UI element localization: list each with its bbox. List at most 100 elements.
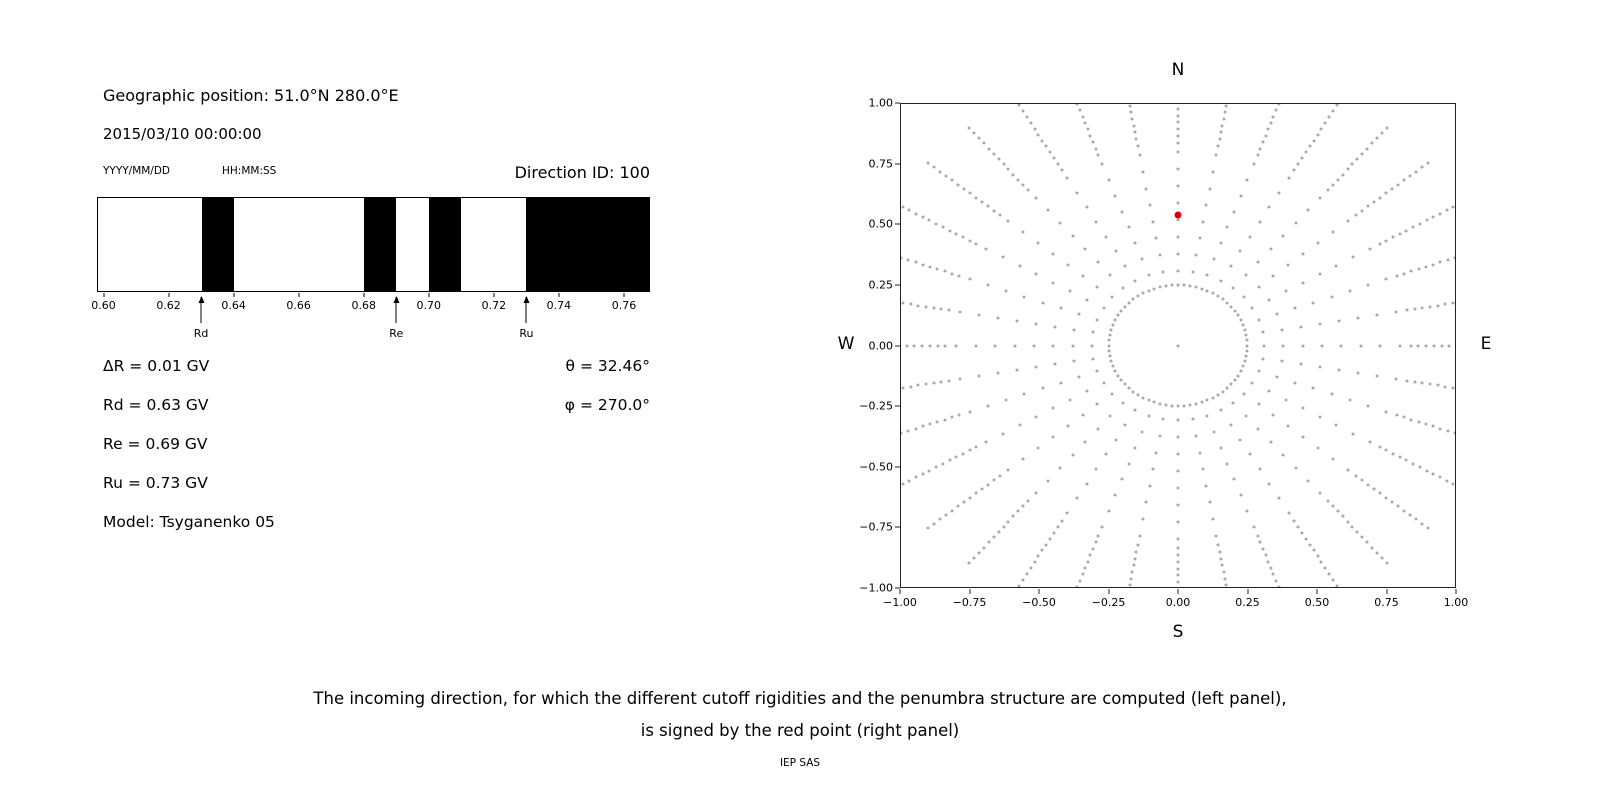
trajectory-dot — [1378, 344, 1382, 347]
trajectory-dot — [1113, 194, 1117, 198]
direction-x-axis-labels: −1.00 −0.75 −0.50 −0.25 0.00 0.25 0.50 0.75 1.00 — [883, 596, 1468, 610]
trajectory-dot — [1222, 117, 1226, 121]
trajectory-dot — [1267, 482, 1271, 486]
trajectory-dot — [1006, 219, 1010, 223]
trajectory-dot — [1409, 269, 1413, 273]
trajectory-dot — [1281, 234, 1285, 238]
trajectory-dot — [1095, 369, 1099, 373]
trajectory-dot — [1300, 156, 1304, 160]
trajectory-dot — [1058, 221, 1062, 225]
trajectory-dot — [1033, 560, 1036, 564]
trajectory-dot — [914, 212, 918, 216]
trajectory-dot — [1258, 220, 1262, 224]
direction-x-tick-mark — [899, 589, 901, 594]
trajectory-dot — [1286, 263, 1290, 267]
trajectory-dot — [1394, 377, 1398, 381]
trajectory-dot — [1398, 455, 1402, 459]
trajectory-dot — [1355, 157, 1359, 161]
penumbra-x-tick-label: 0.70 — [416, 299, 442, 312]
trajectory-dot — [1176, 134, 1180, 138]
trajectory-dot — [1081, 572, 1084, 576]
trajectory-dot — [1161, 270, 1165, 274]
trajectory-dot — [1231, 401, 1235, 405]
trajectory-dot — [924, 382, 928, 386]
trajectory-dot — [1224, 104, 1228, 108]
trajectory-dot — [1121, 286, 1125, 290]
trajectory-dot — [1233, 378, 1237, 382]
trajectory-dot — [1075, 496, 1079, 500]
trajectory-dot — [1085, 298, 1089, 302]
trajectory-dot — [1359, 344, 1363, 347]
trajectory-dot — [1102, 381, 1106, 385]
trajectory-dot — [1107, 344, 1111, 347]
trajectory-dot — [1223, 577, 1227, 581]
direction-y-tick-mark — [895, 223, 900, 225]
trajectory-dot — [1252, 162, 1256, 166]
trajectory-dot — [1438, 475, 1442, 479]
trajectory-dot — [1301, 435, 1305, 439]
trajectory-dot — [1316, 133, 1320, 137]
penumbra-x-tick-marks — [97, 293, 650, 297]
trajectory-dot — [1223, 110, 1227, 114]
trajectory-dot — [1021, 230, 1025, 234]
trajectory-dot — [1232, 210, 1236, 214]
trajectory-dot — [962, 187, 966, 191]
trajectory-dot — [1308, 144, 1312, 148]
direction-y-tick-label: −0.25 — [859, 399, 893, 413]
trajectory-dot — [1086, 127, 1090, 131]
trajectory-dot — [1176, 435, 1180, 439]
trajectory-dot — [950, 272, 954, 276]
trajectory-dot — [1032, 344, 1036, 347]
trajectory-dot — [1034, 272, 1038, 276]
trajectory-dot — [1111, 323, 1115, 327]
trajectory-dot — [1176, 553, 1180, 557]
trajectory-dot — [914, 427, 918, 431]
trajectory-dot — [1274, 108, 1278, 112]
trajectory-dot — [968, 277, 972, 281]
trajectory-dot — [1113, 318, 1117, 322]
trajectory-dot — [982, 141, 986, 145]
trajectory-dot — [1056, 162, 1060, 166]
trajectory-dot — [1280, 359, 1284, 363]
trajectory-dot — [1036, 446, 1040, 450]
trajectory-dot — [1102, 306, 1106, 310]
trajectory-dot — [1133, 130, 1137, 134]
trajectory-dot — [1261, 140, 1265, 144]
trajectory-dot — [1015, 368, 1019, 372]
trajectory-dot — [1176, 235, 1180, 239]
trajectory-dot — [1323, 121, 1327, 125]
trajectory-dot — [986, 204, 990, 208]
trajectory-dot — [1176, 580, 1180, 584]
trajectory-dot — [972, 131, 976, 135]
trajectory-dot — [977, 551, 981, 555]
trajectory-dot — [1418, 222, 1422, 226]
trajectory-dot — [950, 178, 954, 182]
trajectory-dot — [1216, 393, 1220, 397]
trajectory-dot — [1022, 295, 1026, 299]
trajectory-dot — [1095, 318, 1099, 322]
trajectory-dot — [1176, 418, 1180, 422]
trajectory-dot — [1252, 525, 1256, 529]
trajectory-dot — [1136, 543, 1140, 547]
trajectory-dot — [1127, 225, 1131, 229]
trajectory-dot — [1299, 362, 1303, 366]
trajectory-dot — [1239, 318, 1243, 322]
trajectory-dot — [1141, 291, 1145, 295]
trajectory-dot — [907, 479, 911, 483]
trajectory-dot — [1141, 396, 1145, 400]
trajectory-dot — [1244, 414, 1248, 418]
trajectory-dot — [1029, 121, 1033, 125]
trajectory-dot — [1336, 178, 1340, 182]
trajectory-dot — [1123, 423, 1127, 427]
re-text: Re = 0.69 GV — [103, 435, 208, 453]
trajectory-dot — [957, 413, 961, 417]
trajectory-dot — [1219, 241, 1223, 245]
trajectory-dot — [1219, 130, 1223, 134]
trajectory-dot — [1041, 386, 1045, 390]
trajectory-dot — [1176, 520, 1180, 524]
trajectory-dot — [956, 183, 960, 187]
trajectory-dot — [1348, 398, 1352, 402]
trajectory-dot — [1158, 285, 1162, 289]
trajectory-dot — [943, 418, 947, 421]
trajectory-dot — [1368, 247, 1372, 251]
